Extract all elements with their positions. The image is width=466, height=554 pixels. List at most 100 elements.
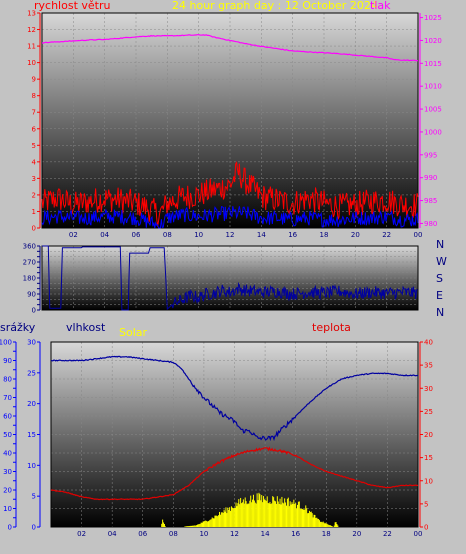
humidity-percent-axis-tick-label: 100: [0, 339, 12, 347]
wind-pressure-panel-frame: [41, 12, 419, 229]
wind-speed-axis-label: rychlost větru: [34, 0, 111, 12]
wind-direction-axis-tick-label: 360: [23, 243, 36, 251]
temperature-axis-tick-label: 20: [424, 431, 433, 439]
wind-pressure-panel-x-tick-label: 04: [100, 231, 109, 239]
wind-gust-series: [41, 161, 419, 227]
compass-n-top: N: [436, 238, 445, 251]
wind-speed-axis-tick-label: 4: [32, 158, 37, 166]
temperature-axis-tick-label: 15: [424, 454, 433, 462]
humidity-temperature-panel-x-tick-label: 14: [261, 530, 270, 538]
humidity-percent-axis-tick-label: 0: [8, 524, 12, 532]
temperature-axis-tick-label: 5: [424, 500, 428, 508]
wind-pressure-panel-x-tick-label: 02: [69, 231, 78, 239]
wind-pressure-panel-x-tick-label: 18: [320, 231, 329, 239]
wind-pressure-panel-x-tick-label: 20: [351, 231, 360, 239]
wind-direction-panel-frame: [41, 245, 419, 311]
temperature-axis-tick-label: 40: [424, 339, 433, 347]
humidity-percent-axis-tick-label: 70: [3, 394, 12, 402]
rain-axis-tick-label: 10: [27, 462, 36, 470]
temperature-series: [50, 446, 419, 501]
pressure-axis-tick-label: 1005: [424, 106, 442, 114]
rain-axis-tick-label: 0: [32, 524, 36, 532]
humidity-temperature-panel-x-tick-label: 10: [199, 530, 208, 538]
rain-axis-label: srážky: [0, 321, 36, 334]
humidity-percent-axis-tick-label: 80: [3, 376, 12, 384]
rain-axis-tick-label: 20: [27, 400, 36, 408]
wind-speed-axis-tick-label: 9: [32, 76, 36, 84]
pressure-axis-tick-label: 1010: [424, 83, 442, 91]
wind-speed-axis-tick-label: 5: [32, 142, 36, 150]
wind-pressure-panel-x-tick-label: 08: [163, 231, 172, 239]
rain-axis-tick-label: 15: [27, 431, 36, 439]
wind-direction-series: [42, 245, 418, 311]
humidity-percent-axis-tick-label: 10: [3, 505, 12, 513]
pressure-axis-tick-label: 985: [424, 197, 437, 205]
wind-pressure-panel-x-tick-label: 16: [288, 231, 297, 239]
compass-s: S: [436, 272, 443, 285]
temperature-axis-tick-label: 10: [424, 477, 433, 485]
humidity-temperature-panel-x-tick-label: 08: [169, 530, 178, 538]
pressure-axis-tick-label: 995: [424, 151, 437, 159]
wind-pressure-panel-x-tick-label: 22: [382, 231, 391, 239]
wind-direction-axis-tick-label: 90: [27, 291, 36, 299]
humidity-temperature-panel-x-tick-label: 00: [414, 530, 423, 538]
pressure-axis-tick-label: 1020: [424, 37, 442, 45]
wind-speed-axis-tick-label: 3: [32, 175, 36, 183]
pressure-axis-tick-label: 980: [424, 220, 437, 228]
temperature-axis-tick-label: 30: [424, 385, 433, 393]
wind-direction-axis-tick-label: 0: [32, 307, 36, 315]
rain-axis-tick-label: 30: [27, 339, 36, 347]
temperature-axis-tick-label: 0: [424, 524, 428, 532]
compass-e: E: [436, 289, 443, 302]
pressure-axis-label: tlak: [370, 0, 391, 12]
pressure-axis-tick-label: 1000: [424, 128, 442, 136]
wind-average-series: [41, 206, 419, 229]
wind-speed-axis-tick-label: 13: [27, 10, 36, 18]
humidity-temperature-panel-x-tick-label: 22: [383, 530, 392, 538]
wind-pressure-panel-x-tick-label: 10: [194, 231, 203, 239]
compass-w: W: [436, 255, 447, 268]
wind-speed-axis-tick-label: 8: [32, 92, 36, 100]
humidity-percent-axis-tick-label: 60: [3, 413, 12, 421]
wind-pressure-panel-x-tick-label: 06: [132, 231, 141, 239]
wind-pressure-panel-x-tick-label: 12: [226, 231, 235, 239]
humidity-percent-axis-tick-label: 30: [3, 468, 12, 476]
pressure-axis-tick-label: 1025: [424, 14, 442, 22]
temperature-axis-label: teplota: [312, 321, 351, 334]
wind-direction-axis-tick-label: 270: [23, 259, 36, 267]
pressure-series: [42, 34, 419, 62]
wind-speed-axis-tick-label: 2: [32, 191, 36, 199]
solar-axis-label: Solar: [119, 326, 148, 339]
humidity-temperature-panel-x-tick-label: 16: [291, 530, 300, 538]
rain-axis-tick-label: 25: [27, 369, 36, 377]
rain-axis-tick-label: 5: [32, 493, 36, 501]
wind-speed-axis-tick-label: 10: [27, 59, 36, 67]
temperature-axis-tick-label: 25: [424, 408, 433, 416]
humidity-percent-axis-tick-label: 90: [3, 357, 12, 365]
pressure-axis-tick-label: 1015: [424, 60, 442, 68]
chart-title: 24 hour graph day : 12 October 2024: [172, 0, 378, 12]
humidity-temperature-panel-x-tick-label: 06: [138, 530, 147, 538]
humidity-percent-axis-tick-label: 20: [3, 487, 12, 495]
humidity-percent-axis-tick-label: 40: [3, 450, 12, 458]
wind-speed-axis-tick-label: 6: [32, 125, 37, 133]
wind-speed-axis-tick-label: 7: [32, 109, 36, 117]
temperature-axis-tick-label: 35: [424, 362, 433, 370]
wind-pressure-panel-x-tick-label: 14: [257, 231, 266, 239]
wind-pressure-panel-background: [42, 13, 418, 228]
humidity-series: [50, 355, 418, 442]
humidity-temperature-panel-x-tick-label: 12: [230, 530, 239, 538]
pressure-axis-tick-label: 990: [424, 174, 437, 182]
wind-speed-axis-tick-label: 0: [32, 225, 36, 233]
humidity-temperature-panel-x-tick-label: 04: [108, 530, 117, 538]
wind-direction-axis-tick-label: 180: [23, 275, 36, 283]
wind-speed-axis-tick-label: 12: [27, 26, 36, 34]
humidity-temperature-panel-x-tick-label: 20: [352, 530, 361, 538]
compass-n-bottom: N: [436, 306, 445, 319]
wind-speed-axis-tick-label: 1: [32, 208, 36, 216]
wind-pressure-panel-x-tick-label: 00: [414, 231, 423, 239]
humidity-temperature-panel-x-tick-label: 18: [322, 530, 331, 538]
humidity-temperature-panel-x-tick-label: 02: [77, 530, 86, 538]
wind-speed-axis-tick-label: 11: [27, 43, 36, 51]
